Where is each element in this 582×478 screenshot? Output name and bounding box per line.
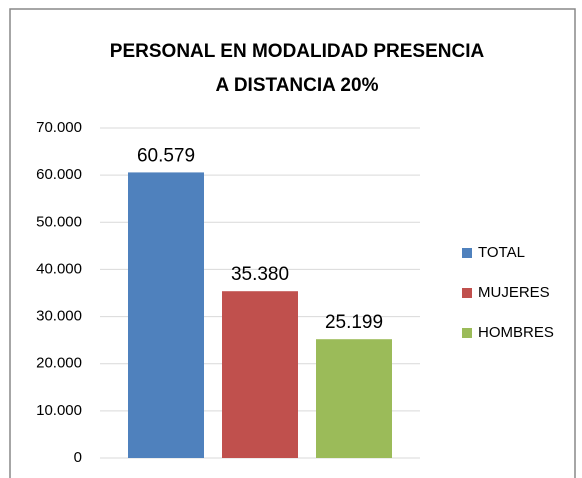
y-tick-label: 0 xyxy=(74,449,82,466)
chart-border xyxy=(9,8,576,478)
y-tick-label: 40.000 xyxy=(36,260,82,277)
value-label: 25.199 xyxy=(325,312,383,333)
y-tick-label: 50.000 xyxy=(36,213,82,230)
legend-label: TOTAL xyxy=(478,244,525,261)
chart-title: A DISTANCIA 20% xyxy=(216,75,379,96)
y-tick-label: 30.000 xyxy=(36,308,82,325)
bar xyxy=(128,172,204,459)
legend-swatch xyxy=(462,328,472,338)
value-label: 35.380 xyxy=(231,264,289,285)
value-label: 60.579 xyxy=(137,145,195,166)
y-tick-label: 10.000 xyxy=(36,402,82,419)
legend-swatch xyxy=(462,248,472,258)
bar xyxy=(222,291,298,458)
legend-label: HOMBRES xyxy=(478,324,554,341)
legend-swatch xyxy=(462,288,472,298)
y-tick-label: 20.000 xyxy=(36,355,82,372)
legend-label: MUJERES xyxy=(478,284,550,301)
bar xyxy=(316,339,392,458)
y-tick-label: 70.000 xyxy=(36,119,82,136)
chart-title: PERSONAL EN MODALIDAD PRESENCIA xyxy=(110,41,485,62)
y-tick-label: 60.000 xyxy=(36,166,82,183)
